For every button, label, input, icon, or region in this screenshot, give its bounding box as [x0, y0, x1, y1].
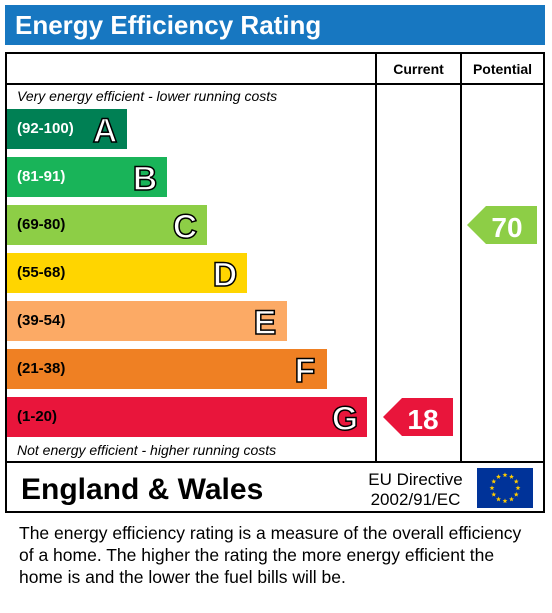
- band-letter-text: D: [213, 256, 238, 293]
- eu-star-icon: [496, 474, 501, 479]
- eu-star-icon: [491, 478, 497, 484]
- description-text: The energy efficiency rating is a measur…: [19, 523, 522, 587]
- eu-star-icon: [489, 485, 495, 491]
- band-letter-text: F: [295, 352, 316, 389]
- eu-star-icon: [496, 496, 501, 502]
- band-range: (55-68): [17, 264, 66, 281]
- band-a: (92-100) A: [7, 109, 127, 149]
- eu-star-icon: [502, 498, 508, 504]
- current-column-header: Current: [393, 61, 444, 77]
- band-d: (55-68) D: [7, 253, 247, 293]
- column-divider: [375, 54, 377, 463]
- potential-rating-value: 70: [491, 212, 522, 243]
- current-rating-value: 18: [407, 404, 438, 435]
- directive-line-2: 2002/91/EC: [370, 490, 461, 509]
- potential-column-header: Potential: [472, 61, 533, 77]
- rating-table: Current Potential Very energy efficient …: [5, 52, 545, 513]
- band-letter-text: G: [332, 400, 358, 437]
- eu-star-icon: [502, 472, 508, 478]
- band-letter-text: B: [133, 160, 158, 197]
- band-g: (1-20) G: [7, 397, 367, 437]
- band-range: (92-100): [17, 120, 74, 137]
- band-letter: G: [331, 399, 359, 437]
- eu-star-icon: [515, 485, 521, 491]
- top-note: Very energy efficient - lower running co…: [17, 88, 278, 104]
- band-letter: D: [212, 255, 238, 293]
- column-divider: [460, 54, 462, 463]
- eu-star-icon: [509, 474, 514, 479]
- eu-star-icon: [509, 496, 514, 502]
- band-letter: B: [132, 159, 158, 197]
- band-range: (81-91): [17, 168, 66, 185]
- band-letter-text: C: [173, 208, 198, 245]
- band-letter: C: [172, 207, 198, 245]
- eu-star-icon: [491, 491, 497, 497]
- band-range: (21-38): [17, 360, 66, 377]
- country-label: England & Wales: [21, 473, 264, 506]
- bottom-note: Not energy efficient - higher running co…: [17, 442, 277, 458]
- band-f: (21-38) F: [7, 349, 327, 389]
- band-b: (81-91) B: [7, 157, 167, 197]
- band-range: (39-54): [17, 312, 66, 329]
- band-letter: E: [253, 303, 277, 341]
- band-range: (69-80): [17, 216, 66, 233]
- eu-directive: EU Directive 2002/91/EC: [363, 470, 468, 510]
- band-range: (1-20): [17, 408, 58, 425]
- band-letter: F: [294, 351, 316, 389]
- current-rating-arrow: 18: [383, 398, 453, 436]
- eu-flag-icon: [477, 468, 533, 508]
- band-letter-text: E: [254, 304, 277, 341]
- band-c: (69-80) C: [7, 205, 207, 245]
- potential-rating-arrow: 70: [467, 206, 537, 244]
- band-e: (39-54) E: [7, 301, 287, 341]
- eu-star-icon: [513, 478, 519, 484]
- footer-divider: [7, 461, 543, 463]
- band-letter-text: A: [93, 112, 118, 149]
- band-letter: A: [92, 111, 118, 149]
- directive-line-1: EU Directive: [368, 470, 463, 489]
- header-divider: [7, 83, 543, 85]
- chart-title: Energy Efficiency Rating: [5, 5, 545, 45]
- eu-star-icon: [513, 491, 519, 497]
